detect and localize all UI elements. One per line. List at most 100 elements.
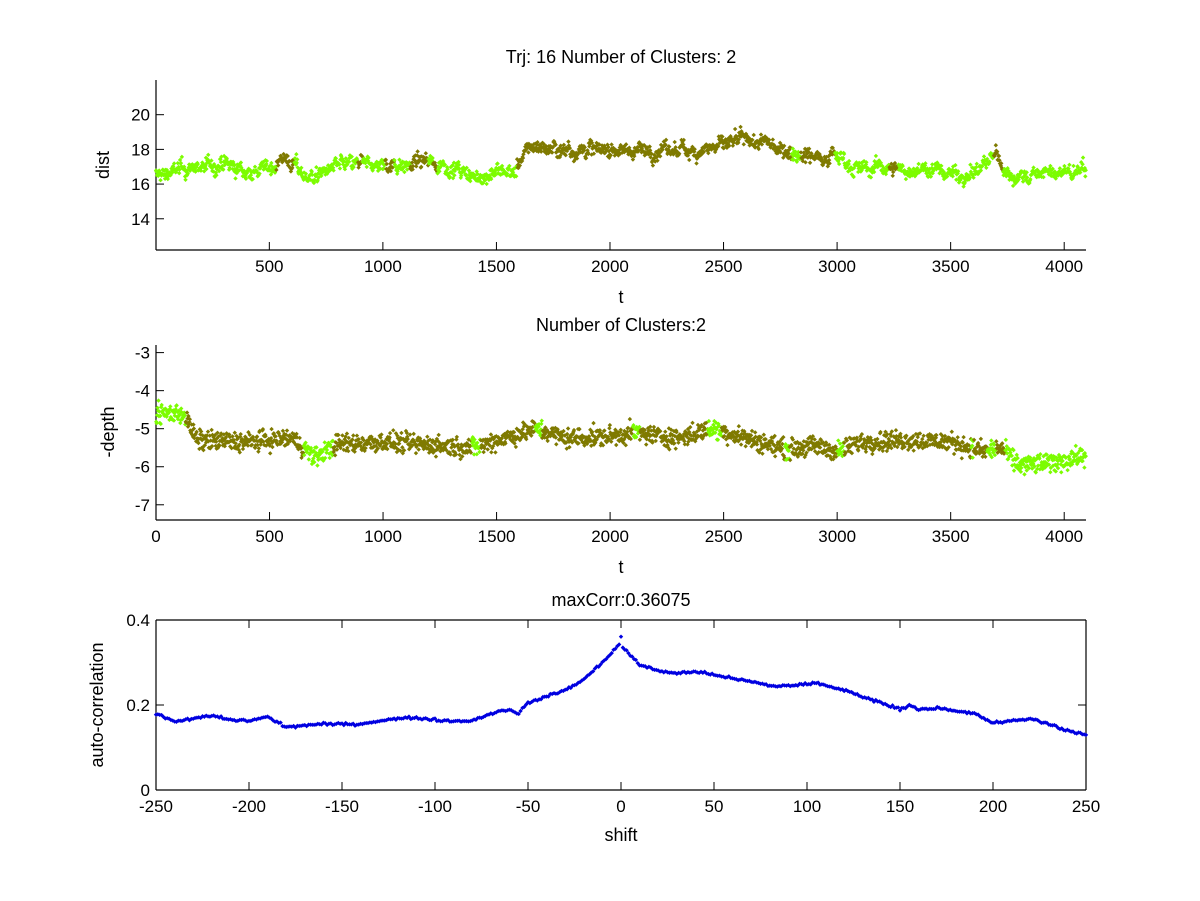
data-point-cluster2 — [343, 434, 348, 439]
data-point-cluster1 — [506, 166, 512, 171]
data-point-cluster2 — [827, 161, 832, 166]
data-point-cluster1 — [864, 160, 869, 165]
data-point-cluster1 — [795, 152, 801, 157]
data-point-cluster1 — [226, 167, 232, 172]
data-point-cluster2 — [826, 157, 832, 163]
data-point-cluster2 — [627, 148, 633, 153]
data-point-cluster2 — [655, 158, 660, 163]
data-point-cluster1 — [314, 165, 319, 170]
data-point-cluster1 — [324, 447, 330, 453]
data-point-cluster2 — [223, 434, 229, 440]
data-point-cluster2 — [870, 451, 875, 457]
data-point-cluster1 — [175, 160, 181, 166]
data-point-cluster2 — [223, 436, 228, 441]
data-point-cluster2 — [880, 448, 885, 454]
autocorr-point — [735, 677, 741, 683]
autocorr-point — [404, 715, 410, 721]
data-point-cluster1 — [1079, 447, 1085, 453]
autocorr-point — [734, 677, 739, 682]
data-point-cluster2 — [209, 427, 214, 433]
data-point-cluster2 — [752, 145, 758, 150]
data-point-cluster1 — [1083, 174, 1088, 179]
data-point-cluster1 — [859, 160, 864, 166]
data-point-cluster1 — [308, 445, 314, 451]
data-point-cluster1 — [970, 165, 975, 170]
data-point-cluster2 — [858, 436, 864, 441]
data-point-cluster1 — [873, 153, 879, 159]
data-point-cluster1 — [209, 158, 214, 163]
data-point-cluster2 — [878, 429, 883, 435]
autocorr-point — [423, 716, 428, 721]
autocorr-point — [869, 697, 875, 702]
autocorr-point — [618, 634, 624, 639]
data-point-cluster1 — [715, 437, 721, 442]
data-point-cluster2 — [393, 441, 398, 447]
data-point-cluster2 — [490, 443, 496, 449]
data-point-cluster1 — [173, 407, 178, 412]
data-point-cluster2 — [917, 431, 923, 436]
data-point-cluster1 — [1024, 170, 1029, 175]
data-point-cluster1 — [176, 408, 182, 413]
data-point-cluster1 — [1080, 162, 1085, 167]
data-point-cluster2 — [621, 144, 626, 150]
data-point-cluster1 — [1078, 170, 1083, 175]
data-point-cluster2 — [572, 151, 577, 157]
autocorr-point — [1057, 726, 1063, 732]
data-point-cluster1 — [974, 164, 979, 170]
data-point-cluster1 — [441, 160, 446, 166]
data-point-cluster1 — [513, 174, 519, 179]
data-point-cluster1 — [249, 170, 254, 175]
autocorr-point — [933, 706, 938, 712]
data-point-cluster1 — [323, 172, 328, 177]
data-point-cluster1 — [911, 167, 917, 172]
data-point-cluster1 — [930, 171, 935, 176]
data-point-cluster2 — [216, 434, 221, 439]
data-point-cluster2 — [543, 425, 548, 430]
autocorr-point — [191, 716, 196, 721]
data-point-cluster2 — [911, 448, 916, 453]
data-point-cluster2 — [848, 436, 854, 442]
data-point-cluster2 — [983, 454, 988, 459]
xlabel-dist-plot: t — [618, 287, 623, 307]
autocorr-point — [166, 716, 172, 721]
autocorr-point — [1076, 730, 1081, 735]
data-point-cluster2 — [696, 154, 701, 159]
depth-x-tick-label: 2000 — [591, 527, 629, 546]
data-point-cluster1 — [176, 170, 182, 176]
data-point-cluster2 — [997, 158, 1002, 163]
data-point-cluster2 — [732, 126, 738, 132]
data-point-cluster1 — [850, 166, 855, 172]
autocorr-point — [1081, 732, 1087, 737]
data-point-cluster1 — [846, 161, 851, 167]
data-point-cluster2 — [663, 137, 669, 143]
data-point-cluster1 — [970, 455, 975, 460]
data-point-cluster1 — [980, 163, 985, 169]
data-point-cluster1 — [183, 177, 188, 182]
data-point-cluster2 — [844, 438, 850, 443]
data-point-cluster2 — [297, 435, 302, 441]
depth-y-tick-label: -4 — [135, 382, 150, 401]
data-point-cluster1 — [269, 160, 274, 166]
data-point-cluster1 — [928, 174, 934, 179]
data-point-cluster2 — [488, 432, 494, 437]
data-point-cluster2 — [600, 443, 606, 448]
depth-points — [154, 398, 1088, 477]
data-point-cluster2 — [777, 439, 782, 445]
data-point-cluster2 — [730, 143, 736, 148]
data-point-cluster1 — [885, 167, 890, 173]
autocorr-point — [925, 707, 931, 712]
autocorr-point — [1014, 718, 1020, 723]
data-point-cluster1 — [851, 165, 857, 171]
autocorr-point — [494, 710, 499, 715]
data-point-cluster2 — [583, 155, 589, 161]
data-point-cluster2 — [597, 427, 603, 433]
autocorr-point — [181, 718, 187, 723]
data-point-cluster2 — [361, 438, 366, 443]
data-point-cluster2 — [732, 138, 737, 143]
data-point-cluster2 — [564, 431, 570, 437]
data-point-cluster1 — [154, 421, 159, 426]
data-point-cluster1 — [478, 172, 483, 178]
data-point-cluster2 — [187, 416, 193, 422]
data-point-cluster2 — [589, 140, 595, 146]
data-point-cluster1 — [631, 422, 636, 428]
